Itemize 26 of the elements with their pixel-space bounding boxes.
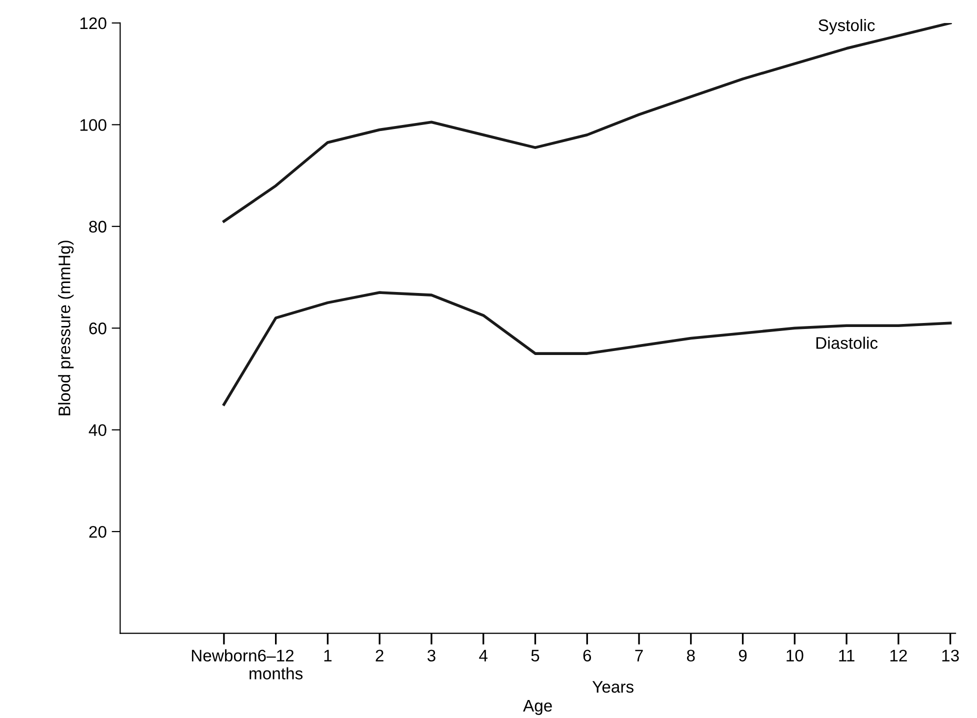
x-tick-label: 1 <box>324 650 332 662</box>
x-tick-label: 8 <box>686 650 695 662</box>
series-label: Diastolic <box>816 336 878 349</box>
y-tick-label: 20 <box>89 526 106 538</box>
y-axis-title: Blood pressure (mmHg) <box>58 240 74 416</box>
y-tick-label: 60 <box>89 322 106 334</box>
x-tick-label: 6 <box>583 650 592 662</box>
y-tick-label: 120 <box>80 17 106 30</box>
x-tick-label: 11 <box>839 650 854 662</box>
x-tick-label: Newborn <box>192 649 256 662</box>
x-tick-label: 4 <box>479 650 488 662</box>
x-tick-label: 7 <box>635 650 643 662</box>
y-tick-label: 100 <box>80 119 106 131</box>
text: Years <box>592 681 634 693</box>
x-axis-title: Age <box>523 700 552 715</box>
x-tick-label: 5 <box>531 650 540 662</box>
x-tick-label: 10 <box>786 650 804 662</box>
x-tick-label: 3 <box>427 650 436 662</box>
x-tick-label: 13 <box>942 650 959 662</box>
series-label: Systolic <box>818 18 875 35</box>
y-tick-label: 40 <box>88 424 106 436</box>
x-tick-label: 9 <box>738 650 747 662</box>
x-tick-label: 2 <box>376 650 384 662</box>
y-tick-label: 80 <box>89 220 106 233</box>
x-tick-label: 12 <box>890 650 907 662</box>
line-series <box>222 291 952 406</box>
